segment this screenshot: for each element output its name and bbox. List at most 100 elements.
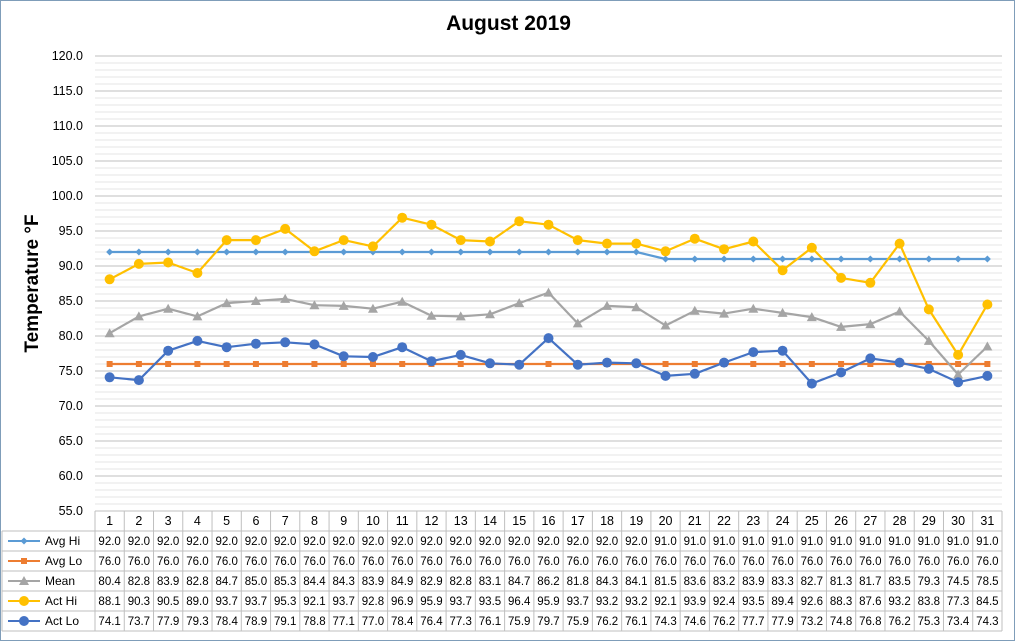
data-point [21,558,27,564]
x-tick-label: 31 [980,514,994,528]
table-cell: 93.9 [684,596,706,608]
table-cell: 76.0 [274,556,296,568]
table-cell: 81.5 [654,576,676,588]
table-cell: 92.0 [274,536,296,548]
y-tick-label: 110.0 [53,119,83,133]
data-point [572,318,583,328]
data-point [104,274,115,285]
y-tick-label: 115.0 [53,84,83,98]
table-cell: 76.0 [771,556,793,568]
x-tick-label: 25 [805,514,819,528]
table-cell: 84.1 [625,576,647,588]
data-point [689,368,700,379]
data-point [894,306,905,316]
table-cell: 88.3 [830,596,852,608]
data-point [484,358,495,369]
table-cell: 81.3 [830,576,852,588]
table-cell: 92.0 [625,536,647,548]
data-point [662,255,670,263]
data-point [340,248,348,256]
table-cell: 84.3 [332,576,354,588]
data-point [691,255,699,263]
table-cell: 84.9 [391,576,413,588]
data-point [223,361,230,367]
data-point [221,342,232,353]
table-cell: 80.4 [98,576,121,588]
table-cell: 93.7 [215,596,237,608]
table-cell: 76.1 [479,616,501,628]
table-cell: 93.2 [625,596,647,608]
data-point [165,361,172,367]
table-cell: 79.3 [918,576,940,588]
table-cell: 83.8 [918,596,940,608]
table-cell: 76.0 [859,556,881,568]
data-point [984,361,991,367]
data-point [632,248,640,256]
data-point [925,255,933,263]
table-cell: 74.3 [976,616,998,628]
data-point [866,255,874,263]
data-point [867,361,874,367]
x-tick-label: 8 [311,514,318,528]
x-tick-label: 10 [366,514,380,528]
legend-entry-act-lo: Act Lo [8,614,79,628]
table-cell: 84.7 [215,576,237,588]
table-cell: 83.1 [479,576,501,588]
data-point [369,361,376,367]
legend-entry-act-hi: Act Hi [8,594,77,608]
table-cell: 92.8 [362,596,384,608]
table-cell: 92.0 [245,536,267,548]
data-point [338,351,349,362]
data-point [192,335,203,346]
data-point [135,248,143,256]
table-cell: 90.5 [157,596,179,608]
data-point [689,233,700,244]
y-tick-label: 65.0 [59,434,83,448]
data-point [282,361,289,367]
data-point [340,361,347,367]
data-point [660,246,671,257]
legend-entry-mean: Mean [8,574,75,588]
table-cell: 73.2 [801,616,823,628]
data-point [631,302,642,312]
table-cell: 92.0 [186,536,208,548]
series-mean [104,287,993,379]
data-point [280,293,291,303]
x-tick-label: 16 [542,514,556,528]
data-point [106,361,113,367]
table-cell: 91.0 [859,536,881,548]
table-cell: 93.7 [245,596,267,608]
table-cell: 93.2 [888,596,910,608]
data-point [457,248,465,256]
table-cell: 93.5 [742,596,764,608]
x-tick-label: 18 [600,514,614,528]
table-cell: 92.0 [98,536,120,548]
data-point [572,235,583,246]
table-cell: 79.7 [537,616,559,628]
table-cell: 91.0 [742,536,764,548]
table-cell: 91.0 [684,536,706,548]
table-cell: 76.0 [947,556,969,568]
data-point [631,238,642,249]
data-point [719,308,730,318]
data-point [367,241,378,252]
data-point [309,246,320,257]
data-point [982,299,993,310]
data-point [923,363,934,374]
table-cell: 76.0 [450,556,472,568]
x-tick-label: 13 [454,514,468,528]
table-cell: 93.7 [567,596,589,608]
data-point [427,248,435,256]
data-point [865,277,876,288]
data-point [514,298,525,308]
data-point [631,358,642,369]
data-point [486,248,494,256]
table-cell: 92.0 [128,536,150,548]
table-cell: 75.9 [567,616,589,628]
table-cell: 76.0 [625,556,647,568]
table-cell: 84.7 [508,576,530,588]
table-cell: 76.2 [596,616,618,628]
table-cell: 83.5 [888,576,910,588]
table-cell: 78.4 [391,616,414,628]
table-cell: 93.7 [450,596,472,608]
